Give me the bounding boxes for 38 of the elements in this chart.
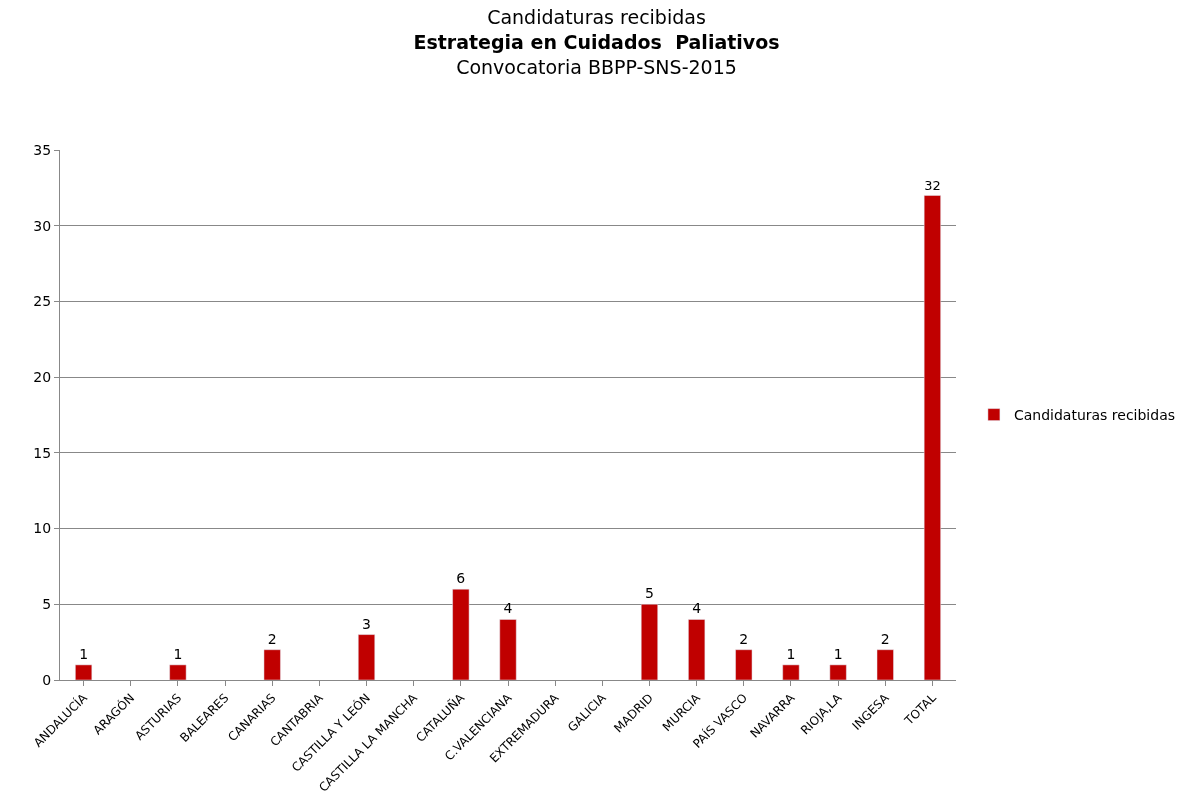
data-label: 1	[173, 645, 183, 662]
chart-subtitle: Estrategia en Cuidados Paliativos	[413, 30, 780, 53]
data-label: 2	[880, 630, 890, 647]
y-tick-label: 30	[33, 217, 52, 234]
data-label: 2	[739, 630, 749, 647]
data-label: 2	[267, 630, 277, 647]
legend-label: Candidaturas recibidas	[1013, 407, 1176, 424]
bar	[735, 649, 753, 680]
data-label: 4	[692, 600, 702, 617]
bar	[640, 604, 658, 680]
y-tick-label: 20	[33, 369, 52, 386]
bar	[452, 588, 470, 680]
text: Convocatoria BBPP-SNS-2015	[456, 55, 737, 78]
bar	[782, 664, 800, 680]
bar	[169, 664, 187, 680]
bar	[923, 195, 941, 680]
y-tick-label: 5	[42, 596, 52, 613]
bar	[263, 649, 281, 680]
data-label: 32	[924, 177, 941, 193]
y-tick-label: 35	[33, 141, 52, 158]
bar	[876, 649, 894, 680]
y-tick-label: 10	[33, 520, 52, 537]
data-label: 3	[362, 615, 371, 632]
bar	[358, 634, 376, 680]
y-tick-label: 15	[33, 444, 52, 461]
data-label: 1	[786, 645, 796, 662]
data-label: 1	[79, 645, 89, 662]
chart-title: Candidaturas recibidas	[487, 6, 706, 29]
bar	[75, 664, 93, 680]
y-tick-label: 0	[42, 671, 52, 688]
data-label: 4	[503, 600, 513, 617]
data-label: 1	[833, 645, 843, 662]
bar	[829, 664, 847, 680]
bar	[688, 619, 706, 680]
y-tick-label: 25	[33, 293, 52, 310]
bar	[499, 619, 517, 680]
data-label: 5	[645, 585, 654, 602]
data-label: 6	[456, 570, 466, 587]
